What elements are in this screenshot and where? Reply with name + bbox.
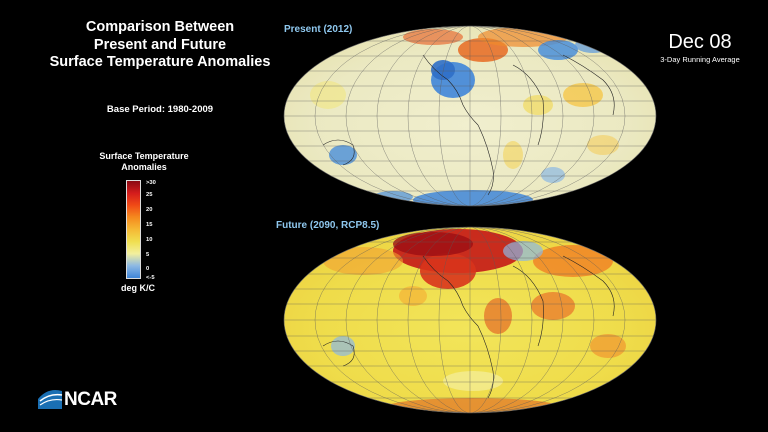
present-map-label: Present (2012) (284, 24, 353, 35)
ncar-logo-icon (38, 390, 63, 409)
running-average-label: 3-Day Running Average (660, 55, 740, 64)
legend-tick: 15 (146, 222, 153, 228)
future-map-label: Future (2090, RCP8.5) (276, 220, 380, 231)
base-period: Base Period: 1980-2009 (106, 104, 214, 115)
legend-tick: <-5 (146, 275, 155, 281)
title-line-1: Comparison Between (85, 19, 235, 35)
present-temperature-anomaly-map (283, 25, 657, 207)
future-temperature-anomaly-map (283, 226, 657, 414)
legend-tick: 20 (146, 207, 153, 213)
color-scale-bar (126, 180, 141, 279)
title-line-2: Present and Future (93, 36, 227, 53)
legend-tick: 0 (146, 266, 150, 272)
legend-unit: deg K/C (120, 283, 155, 293)
page-title: Comparison Between Present and Future Su… (40, 19, 280, 72)
title-line-3: Surface Temperature Anomalies (49, 54, 271, 70)
legend-tick: 10 (146, 237, 153, 243)
legend-tick: 5 (146, 252, 150, 258)
legend-title: Surface Temperature Anomalies (80, 151, 208, 173)
ncar-logo-text: NCAR (64, 389, 117, 410)
legend-title-line-2: Anomalies (121, 162, 167, 172)
legend-tick: >30 (146, 180, 156, 186)
date-label: Dec 08 (668, 31, 732, 53)
legend-title-line-1: Surface Temperature (99, 151, 189, 161)
legend-tick: 25 (146, 192, 153, 198)
